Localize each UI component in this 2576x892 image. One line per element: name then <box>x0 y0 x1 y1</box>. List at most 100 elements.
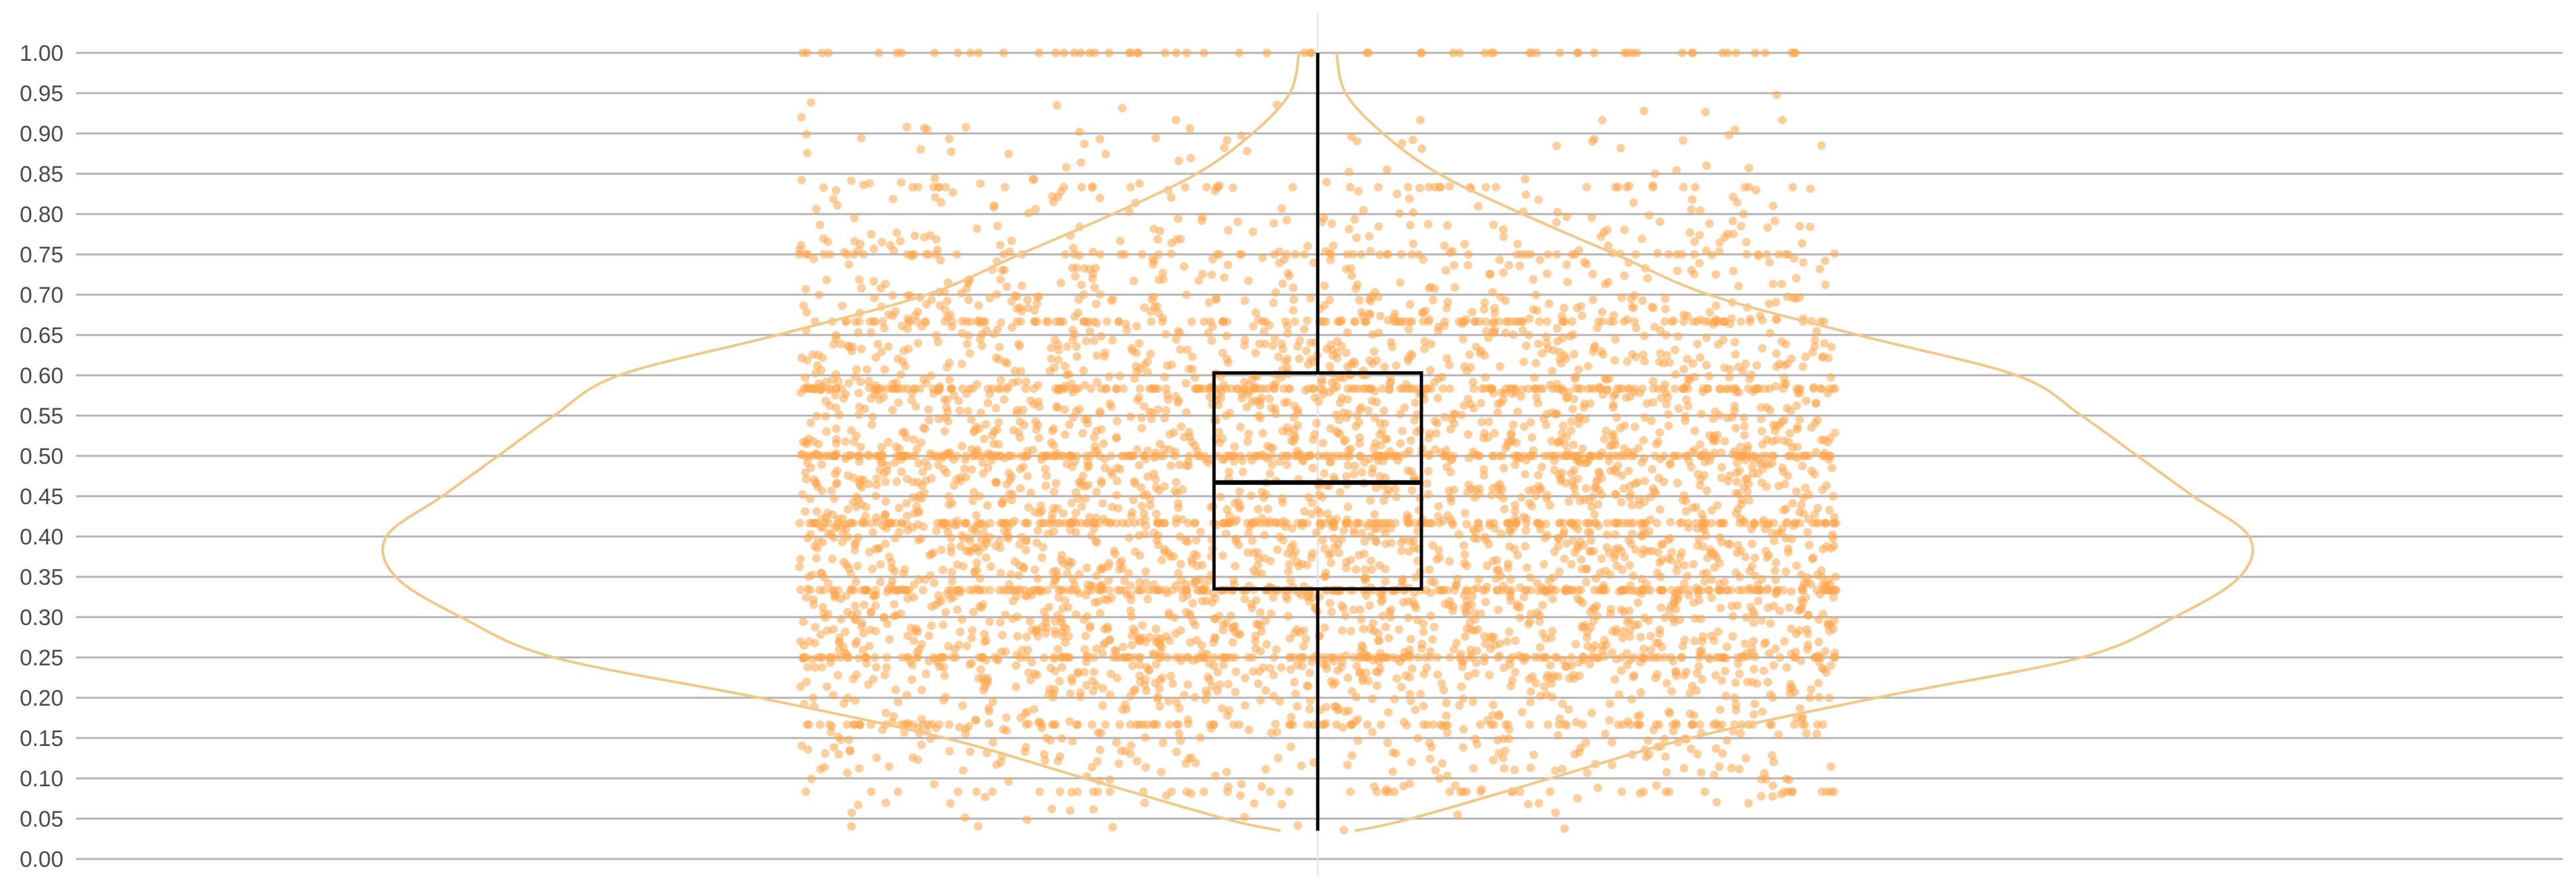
data-point <box>894 787 902 796</box>
data-point <box>1636 657 1645 667</box>
data-point <box>1531 359 1540 368</box>
data-point <box>1325 361 1334 371</box>
data-point <box>860 585 869 595</box>
data-point <box>1625 606 1634 615</box>
data-point <box>1575 496 1585 505</box>
data-point <box>917 322 927 331</box>
data-point <box>1774 730 1783 739</box>
data-point <box>803 585 812 593</box>
data-point <box>1315 519 1324 528</box>
data-point <box>1730 402 1739 411</box>
data-point <box>1542 519 1551 529</box>
data-point <box>1124 569 1133 578</box>
data-point <box>1089 805 1098 814</box>
data-point <box>1408 486 1417 495</box>
data-point <box>1797 239 1807 248</box>
data-point <box>1094 728 1102 737</box>
data-point <box>1077 182 1087 192</box>
data-point <box>1771 349 1781 358</box>
data-point <box>1552 217 1561 227</box>
data-point <box>1759 666 1768 675</box>
data-point <box>1525 617 1534 626</box>
data-point <box>1480 384 1489 393</box>
data-point <box>1505 660 1515 669</box>
data-point <box>1171 116 1180 125</box>
data-point <box>1246 491 1256 500</box>
data-point <box>1592 611 1602 620</box>
data-point <box>1464 250 1473 259</box>
data-point <box>1063 342 1072 352</box>
data-point <box>886 558 896 567</box>
data-point <box>1589 604 1598 613</box>
data-point <box>1586 528 1595 537</box>
data-point <box>1020 747 1030 757</box>
data-point <box>1015 571 1024 580</box>
data-point <box>1346 556 1355 564</box>
data-point <box>1762 451 1771 461</box>
data-point <box>939 696 948 705</box>
data-point <box>1420 344 1429 353</box>
data-point <box>1744 182 1754 192</box>
data-point <box>1151 660 1161 669</box>
data-point <box>888 576 897 585</box>
data-point <box>1286 576 1295 585</box>
data-point <box>1637 531 1646 540</box>
data-point <box>1661 787 1670 796</box>
data-point <box>1251 348 1260 357</box>
data-point <box>1356 667 1365 677</box>
data-point <box>1182 408 1191 417</box>
data-point <box>1725 540 1735 549</box>
y-tick-label: 0.70 <box>20 283 63 308</box>
data-point <box>1637 458 1646 467</box>
data-point <box>1499 754 1508 762</box>
data-point <box>947 568 956 577</box>
data-point <box>932 235 941 244</box>
data-point <box>1112 491 1122 500</box>
data-point <box>1823 437 1832 447</box>
data-point <box>1626 490 1635 499</box>
data-point <box>1479 465 1488 474</box>
data-point <box>1077 502 1087 511</box>
data-point <box>1219 620 1228 629</box>
data-point <box>1431 429 1441 438</box>
data-point <box>1640 613 1649 622</box>
data-point <box>801 373 810 383</box>
data-point <box>1601 426 1610 435</box>
data-point <box>1532 578 1542 587</box>
data-point <box>1112 673 1122 683</box>
data-point <box>1577 302 1586 311</box>
data-point <box>1641 753 1651 762</box>
data-point <box>1321 317 1330 326</box>
data-point <box>1363 651 1373 661</box>
data-point <box>1707 575 1716 584</box>
data-point <box>1188 656 1198 665</box>
data-point <box>1472 658 1481 667</box>
data-point <box>1814 615 1824 624</box>
data-point <box>1157 634 1166 644</box>
data-point <box>1164 696 1173 706</box>
data-point <box>1482 561 1491 570</box>
data-point <box>1114 759 1124 768</box>
data-point <box>1425 365 1435 375</box>
y-tick-label: 0.25 <box>20 646 63 671</box>
data-point <box>926 734 935 743</box>
data-point <box>1710 563 1719 572</box>
data-point <box>1600 435 1609 443</box>
data-point <box>1153 235 1163 244</box>
data-point <box>845 342 854 352</box>
data-point <box>980 683 989 692</box>
data-point <box>1562 260 1571 269</box>
data-point <box>856 451 865 461</box>
data-point <box>1147 317 1156 326</box>
data-point <box>1033 574 1042 583</box>
data-point <box>1050 617 1059 626</box>
data-point <box>1347 751 1357 760</box>
data-point <box>1309 720 1318 729</box>
data-point <box>1379 406 1388 416</box>
data-point <box>1140 303 1149 312</box>
data-point <box>1460 401 1469 410</box>
data-point <box>1591 641 1600 650</box>
data-point <box>1223 135 1232 145</box>
data-point <box>1223 505 1232 514</box>
data-point <box>1052 566 1061 576</box>
